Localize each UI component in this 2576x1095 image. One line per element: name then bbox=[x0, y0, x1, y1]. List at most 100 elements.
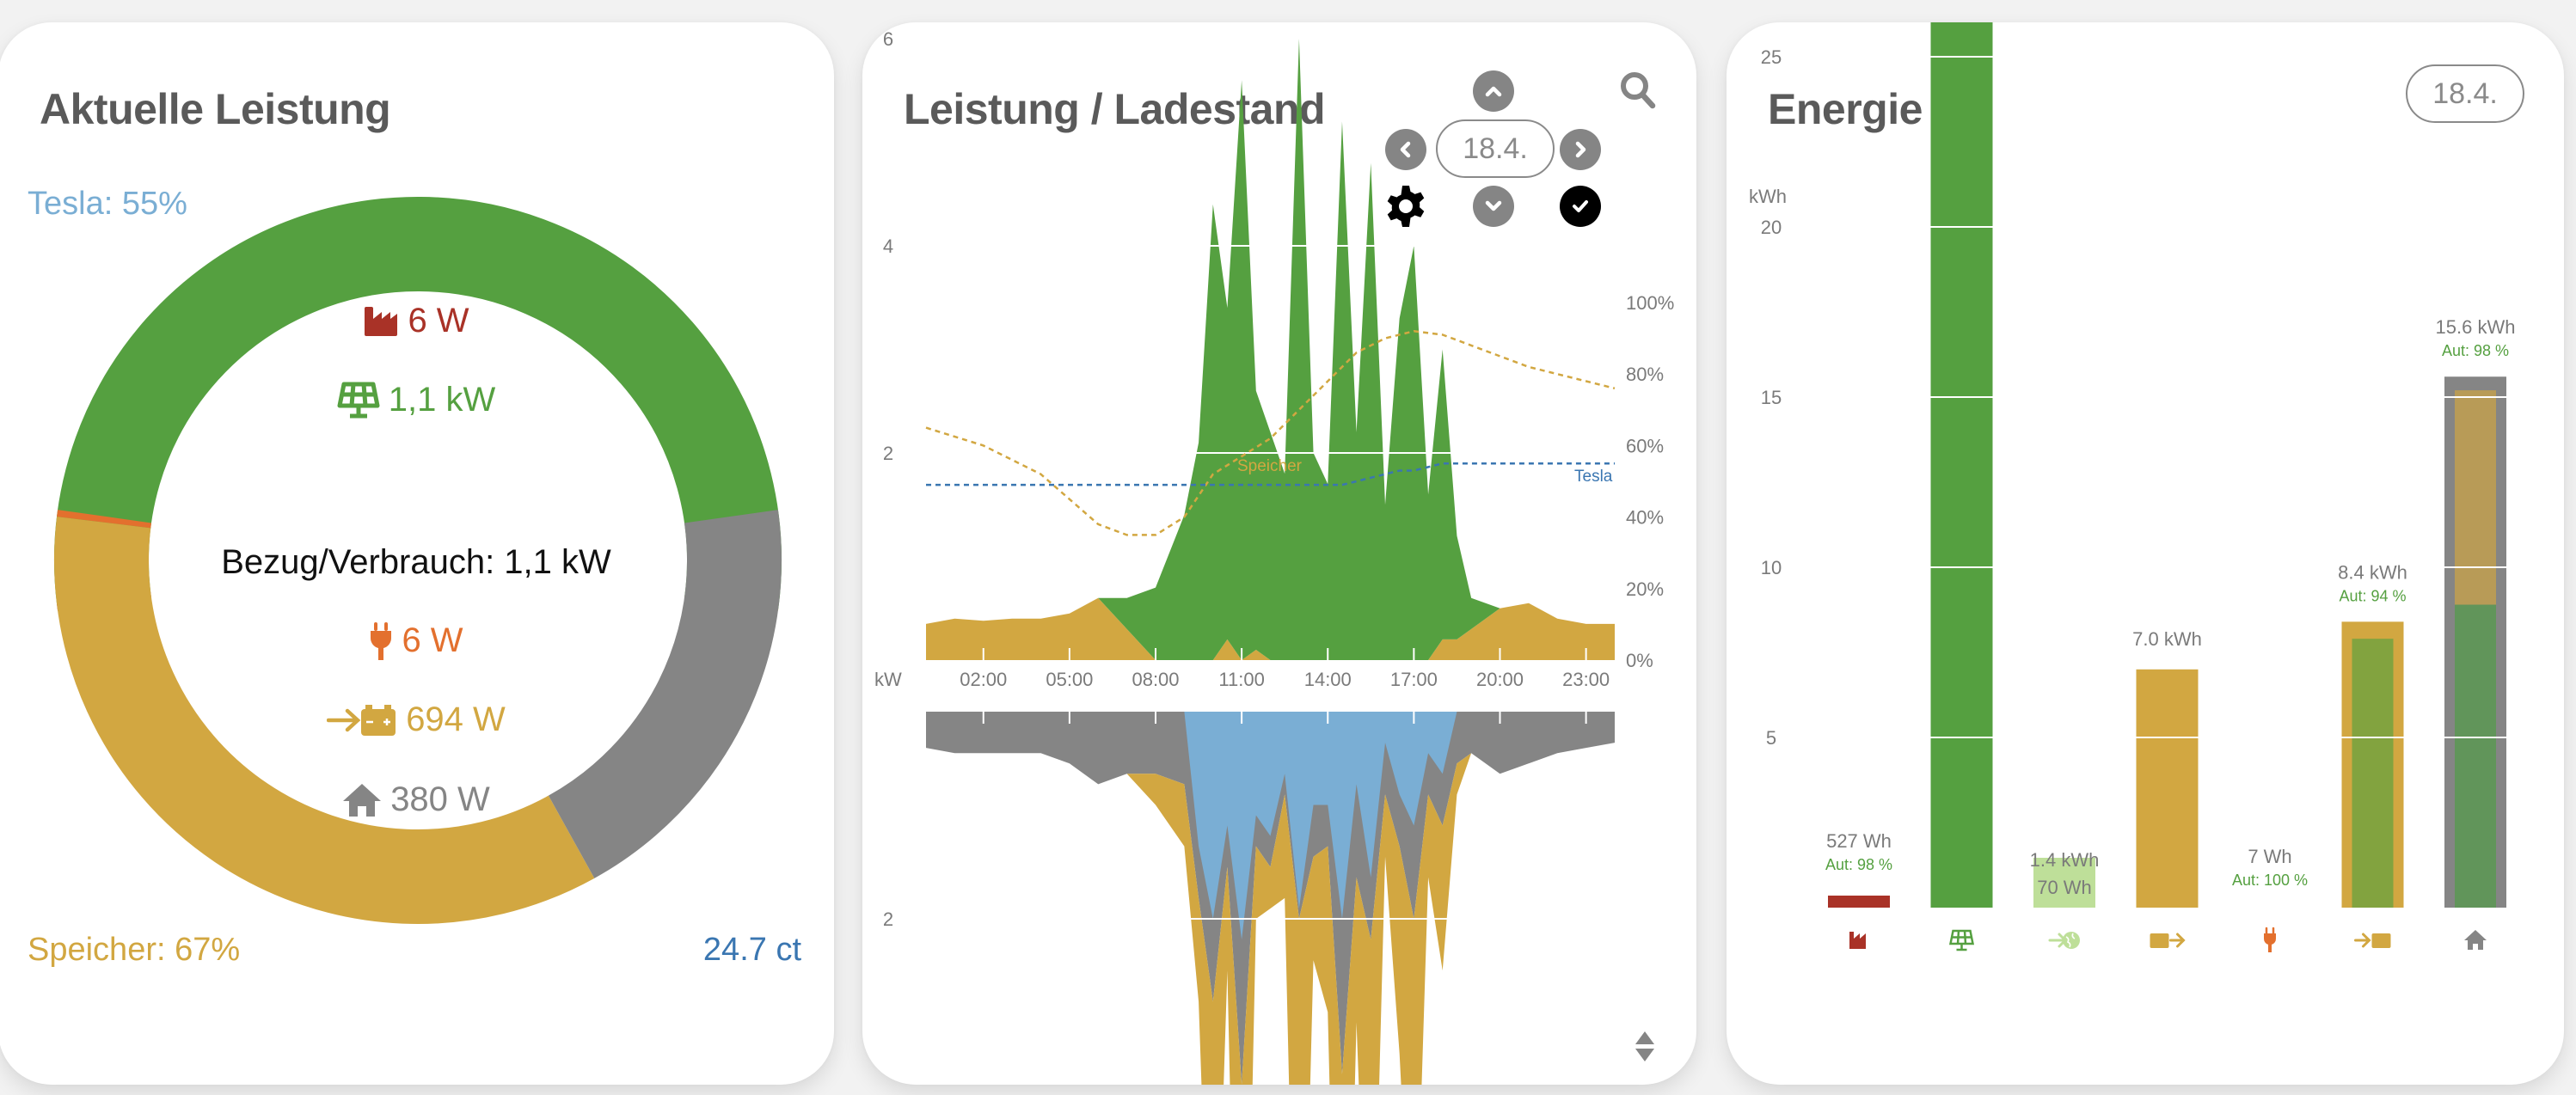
day-down-button[interactable] bbox=[1473, 186, 1514, 227]
power-chart-date[interactable]: 18.4. bbox=[1436, 119, 1555, 178]
y2-tick-label: 0% bbox=[1626, 650, 1653, 671]
bar-grid-import[interactable] bbox=[1828, 896, 1890, 908]
x-tick-label: 23:00 bbox=[1562, 669, 1610, 690]
bar-value-label: 527 Wh bbox=[1826, 830, 1892, 852]
gauge-arc-battery-charge bbox=[54, 517, 595, 924]
power-chart-card: Leistung / Ladestand 18.4. 02:00 05:00 08:… bbox=[862, 22, 1696, 1085]
factory-icon bbox=[365, 306, 398, 336]
y-tick-label: 20 bbox=[1761, 217, 1782, 238]
chevron-up-icon bbox=[1485, 86, 1502, 97]
search-icon bbox=[1621, 72, 1656, 109]
bar-ratio-label: Aut: 98 % bbox=[2442, 342, 2509, 359]
y-tick-label: 5 bbox=[1766, 727, 1776, 749]
y-tick-label: 25 bbox=[1761, 46, 1782, 68]
house-icon bbox=[2464, 930, 2487, 950]
y-unit-label: kW bbox=[874, 669, 902, 690]
day-up-button[interactable] bbox=[1473, 70, 1514, 112]
y-tick-label-bottom: 2 bbox=[883, 908, 893, 930]
soc-line-tesla bbox=[926, 462, 1615, 486]
battery-charge-icon bbox=[2354, 933, 2391, 948]
bottom-area-haus bbox=[926, 712, 1615, 1085]
storage-soc-line-label: Speicher bbox=[1237, 457, 1303, 475]
y-tick-label-top: 4 bbox=[883, 236, 893, 257]
chart-resize-handle[interactable] bbox=[1633, 1030, 1657, 1064]
battery-charge-icon bbox=[327, 704, 396, 736]
bar-value-label: 7.0 kWh bbox=[2132, 628, 2202, 650]
y2-tick-label: 40% bbox=[1626, 507, 1664, 529]
power-chart-title: Leistung / Ladestand bbox=[904, 85, 1326, 133]
resize-icon bbox=[1635, 1031, 1654, 1061]
day-next-button[interactable] bbox=[1560, 129, 1601, 170]
house-icon bbox=[343, 783, 382, 817]
total-consumption-label: Bezug/Verbrauch: 1,1 kW bbox=[221, 543, 611, 581]
x-tick-label: 05:00 bbox=[1046, 669, 1093, 690]
solar-panel-icon bbox=[337, 382, 380, 418]
x-tick-label: 14:00 bbox=[1304, 669, 1352, 690]
power-chart: 02:00 05:00 08:00 11:00 14:00 17:00 20:00 23:00… bbox=[874, 28, 1674, 1085]
grid-export-icon bbox=[2048, 932, 2080, 949]
y2-tick-label: 60% bbox=[1626, 435, 1664, 456]
x-tick-label: 11:00 bbox=[1218, 669, 1264, 690]
bar-house-pv-share bbox=[2455, 604, 2496, 908]
electricity-price-label: 24.7 ct bbox=[702, 932, 801, 968]
gear-icon bbox=[1387, 186, 1425, 227]
bar-pv[interactable] bbox=[1930, 22, 1993, 908]
settings-button[interactable] bbox=[1383, 184, 1428, 229]
bottom-area-speicher-ladung bbox=[926, 743, 1615, 1085]
check-icon bbox=[1573, 200, 1588, 212]
power-gauge bbox=[54, 197, 782, 924]
gauge-arc-house bbox=[548, 510, 782, 878]
energy-title: Energie bbox=[1768, 85, 1923, 133]
top-area-pv bbox=[926, 39, 1615, 660]
battery-charge-value: 694 W bbox=[406, 700, 506, 738]
pv-value-row: 1,1 kW bbox=[0, 381, 834, 419]
bar-ratio-label: Aut: 94 % bbox=[2339, 587, 2406, 604]
bar-value-label: 7 Wh bbox=[2248, 846, 2291, 867]
bar-ratio-label: Aut: 98 % bbox=[1825, 856, 1892, 873]
tesla-soc-label: Tesla: 55% bbox=[28, 186, 187, 222]
y-tick-label: 15 bbox=[1761, 387, 1782, 408]
tesla-soc-line-label: Tesla bbox=[1574, 468, 1613, 486]
y-tick-label: 10 bbox=[1761, 557, 1782, 578]
x-tick-label: 20:00 bbox=[1476, 669, 1524, 690]
top-area-speicher-entladung bbox=[926, 597, 1615, 660]
chevron-right-icon bbox=[1575, 141, 1586, 158]
bar-value-label: 8.4 kWh bbox=[2338, 561, 2407, 583]
x-tick-label: 02:00 bbox=[960, 669, 1007, 690]
energy-card: Energie 18.4. kWh 5 10 15 20 25 527 Wh Aut: 98 … bbox=[1727, 22, 2564, 1085]
zoom-search-button[interactable] bbox=[1619, 70, 1657, 110]
plug-icon bbox=[2263, 927, 2277, 952]
bar-value-label: 1.4 kWh bbox=[2030, 849, 2100, 871]
solar-panel-icon bbox=[1948, 929, 1975, 951]
gauge-arc-wallbox bbox=[57, 510, 152, 529]
bar-battery-discharge[interactable] bbox=[2136, 669, 2199, 908]
chevron-left-icon bbox=[1400, 141, 1411, 158]
chevron-down-icon bbox=[1485, 200, 1502, 211]
gauge-arc-pv bbox=[54, 197, 782, 609]
plug-icon bbox=[371, 621, 392, 660]
day-prev-button[interactable] bbox=[1385, 129, 1426, 170]
current-power-title: Aktuelle Leistung bbox=[40, 85, 391, 133]
wallbox-value: 6 W bbox=[402, 621, 463, 659]
y2-tick-label: 20% bbox=[1626, 578, 1664, 600]
house-value-row: 380 W bbox=[0, 780, 834, 819]
x-tick-label: 08:00 bbox=[1132, 669, 1179, 690]
grid-import-value: 6 W bbox=[408, 302, 469, 340]
wallbox-value-row: 6 W bbox=[0, 621, 834, 660]
battery-charge-value-row: 694 W bbox=[0, 700, 834, 739]
y-tick-label-top: 2 bbox=[883, 443, 893, 464]
y2-tick-label: 80% bbox=[1626, 364, 1664, 385]
confirm-button[interactable] bbox=[1560, 186, 1601, 227]
grid-import-value-row: 6 W bbox=[0, 302, 834, 340]
total-consumption-row: Bezug/Verbrauch: 1,1 kW bbox=[0, 543, 834, 582]
energy-date[interactable]: 18.4. bbox=[2406, 64, 2524, 123]
y2-tick-label: 100% bbox=[1626, 292, 1674, 314]
factory-icon bbox=[1849, 932, 1866, 949]
bar-house-battery-share bbox=[2455, 390, 2496, 605]
x-tick-label: 17:00 bbox=[1390, 669, 1438, 690]
battery-discharge-icon bbox=[2150, 933, 2186, 948]
bar-inner-label: 70 Wh bbox=[2037, 877, 2092, 898]
bar-value-label: 15.6 kWh bbox=[2436, 316, 2516, 338]
bar-battery-charge-pv-share bbox=[2352, 639, 2394, 908]
